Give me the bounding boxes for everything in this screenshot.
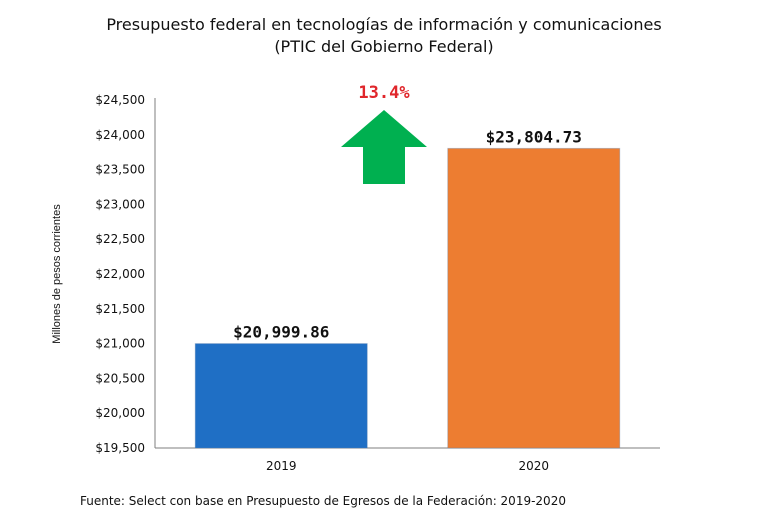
y-tick-label: $24,500	[95, 93, 145, 107]
chart-title: Presupuesto federal en tecnologías de in…	[106, 15, 662, 34]
y-tick-label: $21,000	[95, 337, 145, 351]
bar-value-label: $20,999.86	[233, 323, 329, 342]
x-tick-label: 2019	[266, 459, 297, 473]
y-tick-label: $23,500	[95, 163, 145, 177]
up-arrow-icon	[341, 110, 427, 184]
y-tick-label: $20,500	[95, 371, 145, 385]
y-tick-label: $22,000	[95, 267, 145, 281]
y-tick-label: $22,500	[95, 232, 145, 246]
bar	[194, 343, 368, 449]
bar-value-label: $23,804.73	[486, 127, 582, 146]
bar	[447, 147, 621, 449]
growth-percentage-label: 13.4%	[358, 83, 410, 103]
y-tick-label: $20,000	[95, 406, 145, 420]
source-note: Fuente: Select con base en Presupuesto d…	[80, 494, 566, 508]
chart-title-block: Presupuesto federal en tecnologías de in…	[0, 14, 768, 58]
y-tick-label: $23,000	[95, 197, 145, 211]
y-tick-label: $21,500	[95, 302, 145, 316]
x-tick-label: 2020	[518, 459, 549, 473]
y-tick-label: $24,000	[95, 128, 145, 142]
y-axis-title: Millones de pesos corrientes	[51, 204, 63, 344]
chart-subtitle: (PTIC del Gobierno Federal)	[274, 37, 494, 56]
y-tick-label: $19,500	[95, 441, 145, 455]
